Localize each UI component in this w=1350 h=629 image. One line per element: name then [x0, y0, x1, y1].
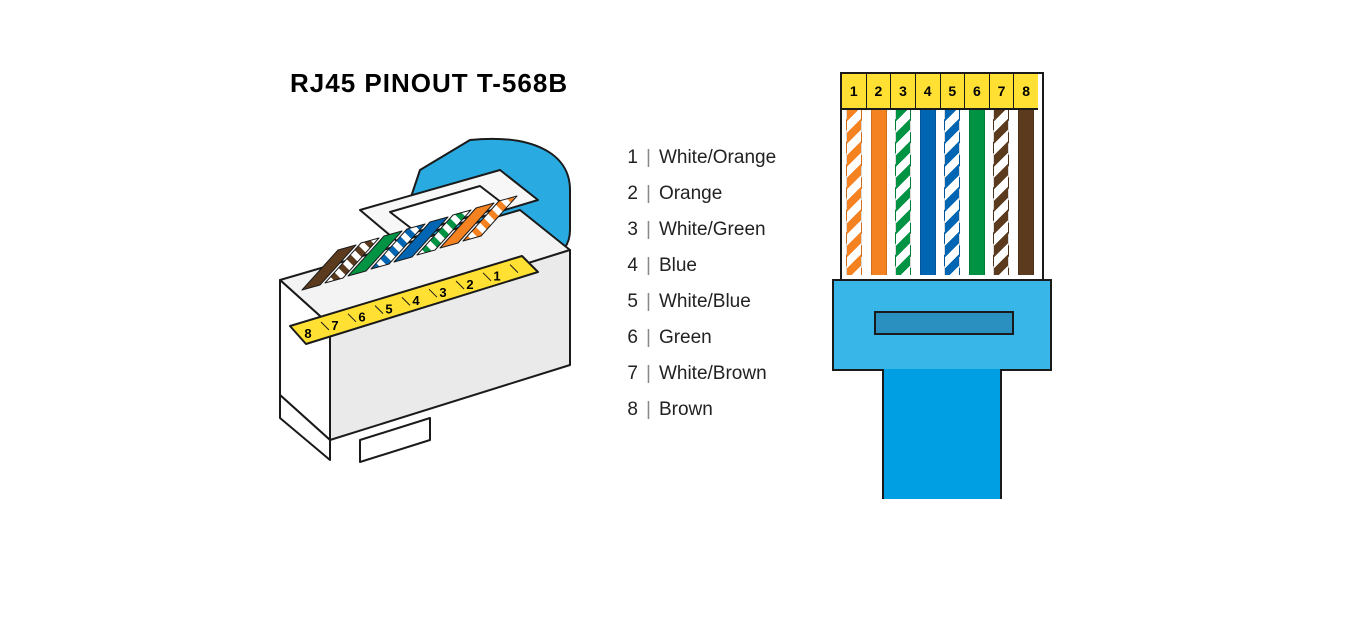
wire: [989, 110, 1014, 275]
iso-pin-number: 1: [493, 269, 500, 284]
diagram-title: RJ45 PINOUT T-568B: [290, 68, 568, 99]
legend-row: 6 | Green: [620, 320, 776, 356]
cable: [882, 369, 1002, 499]
iso-pin-number: 2: [466, 277, 473, 292]
wire: [940, 110, 965, 275]
iso-pin-number: 7: [331, 318, 338, 333]
iso-svg: 8 7 6 5 4 3 2 1: [270, 140, 600, 490]
connector-iso-view: 8 7 6 5 4 3 2 1: [270, 140, 600, 495]
legend-pin-number: 2: [620, 183, 638, 205]
iso-pin-number: 5: [385, 301, 392, 316]
legend-row: 1 | White/Orange: [620, 140, 776, 176]
wire: [867, 110, 892, 275]
legend-separator: |: [646, 399, 651, 421]
legend-separator: |: [646, 291, 651, 313]
legend-row: 3 | White/Green: [620, 212, 776, 248]
legend-row: 8 | Brown: [620, 392, 776, 428]
legend-pin-label: Brown: [659, 399, 713, 421]
pin-number-cell: 2: [867, 74, 892, 108]
legend-pin-label: White/Green: [659, 219, 766, 241]
pin-number-cell: 3: [891, 74, 916, 108]
wire: [916, 110, 941, 275]
iso-pin-number: 3: [439, 285, 446, 300]
legend-pin-label: Orange: [659, 183, 722, 205]
connector-body: 12345678: [840, 72, 1044, 371]
legend-pin-number: 4: [620, 255, 638, 277]
wire: [965, 110, 990, 275]
diagram-stage: RJ45 PINOUT T-568B 1 | White/Orange 2 | Orang…: [0, 0, 1350, 629]
wire-area: [842, 110, 1038, 275]
wire: [1014, 110, 1039, 275]
legend-separator: |: [646, 255, 651, 277]
legend-row: 5 | White/Blue: [620, 284, 776, 320]
legend-pin-number: 6: [620, 327, 638, 349]
legend-pin-number: 5: [620, 291, 638, 313]
legend-pin-number: 7: [620, 363, 638, 385]
legend-row: 4 | Blue: [620, 248, 776, 284]
legend-pin-label: White/Brown: [659, 363, 767, 385]
pin-number-row: 12345678: [842, 74, 1038, 110]
connector-top-view: 12345678: [840, 72, 1044, 371]
wire: [891, 110, 916, 275]
legend-pin-label: White/Orange: [659, 147, 776, 169]
pin-number-cell: 6: [965, 74, 990, 108]
legend-separator: |: [646, 219, 651, 241]
legend-pin-label: White/Blue: [659, 291, 751, 313]
legend-pin-number: 3: [620, 219, 638, 241]
legend-pin-number: 1: [620, 147, 638, 169]
pin-number-cell: 7: [990, 74, 1015, 108]
legend-separator: |: [646, 147, 651, 169]
pin-number-cell: 8: [1014, 74, 1038, 108]
iso-pin-number: 4: [412, 293, 420, 308]
iso-pin-number: 8: [304, 326, 311, 341]
clip-slot: [874, 311, 1014, 335]
connector-clip: [832, 279, 1052, 371]
wire: [842, 110, 867, 275]
legend-row: 2 | Orange: [620, 176, 776, 212]
pin-number-cell: 4: [916, 74, 941, 108]
legend-pin-number: 8: [620, 399, 638, 421]
iso-pin-number: 6: [358, 310, 365, 325]
legend-separator: |: [646, 183, 651, 205]
legend-row: 7 | White/Brown: [620, 356, 776, 392]
legend-pin-label: Blue: [659, 255, 697, 277]
pin-number-cell: 1: [842, 74, 867, 108]
legend-separator: |: [646, 363, 651, 385]
pinout-legend: 1 | White/Orange 2 | Orange 3 | White/Green 4 | Blu…: [620, 140, 776, 428]
pin-number-cell: 5: [941, 74, 966, 108]
legend-pin-label: Green: [659, 327, 712, 349]
legend-separator: |: [646, 327, 651, 349]
